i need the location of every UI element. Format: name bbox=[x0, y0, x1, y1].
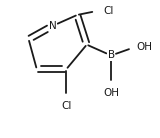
Text: N: N bbox=[49, 21, 57, 31]
Text: Cl: Cl bbox=[61, 101, 72, 112]
Text: Cl: Cl bbox=[103, 6, 113, 16]
Text: OH: OH bbox=[137, 42, 153, 52]
Text: B: B bbox=[108, 51, 115, 60]
Text: OH: OH bbox=[103, 88, 119, 98]
